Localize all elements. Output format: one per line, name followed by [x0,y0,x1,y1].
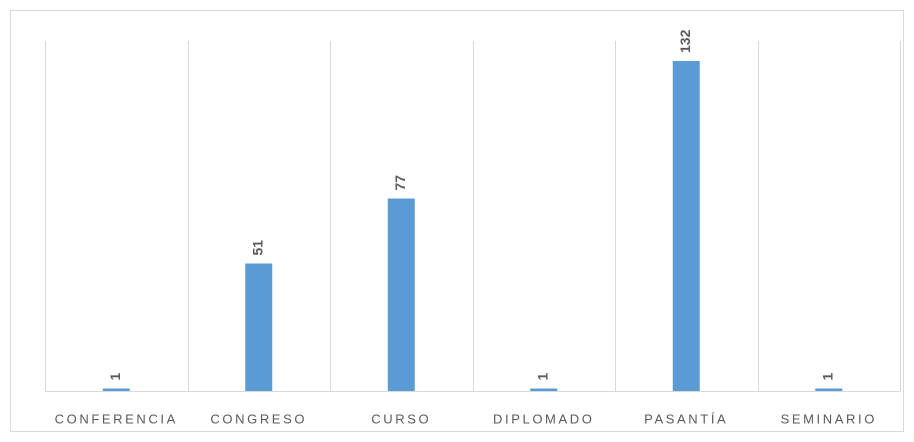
chart-border [10,10,904,432]
data-label: 1 [107,373,123,381]
x-tick-label: CONFERENCIA [55,411,178,426]
x-tick-label: CURSO [371,411,431,426]
bar [245,263,273,391]
bar [530,388,558,391]
x-tick-label: DIPLOMADO [493,411,594,426]
data-label: 1 [534,373,550,381]
data-label: 1 [819,373,835,381]
data-label: 132 [677,29,693,53]
bar [672,61,700,391]
bar [815,388,843,391]
bar [387,198,415,391]
x-tick-label: CONGRESO [210,411,307,426]
data-label: 51 [249,240,265,256]
x-tick-label: SEMINARIO [781,411,877,426]
x-tick-label: PASANTÍA [644,411,728,426]
bar [102,388,130,391]
data-label: 77 [392,175,408,191]
